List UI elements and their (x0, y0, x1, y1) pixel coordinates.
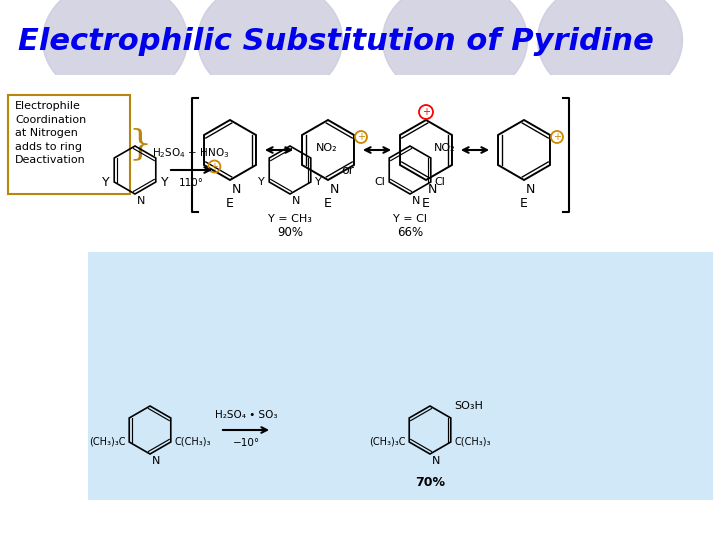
Text: N: N (428, 183, 437, 196)
Ellipse shape (382, 0, 528, 100)
Ellipse shape (538, 0, 683, 100)
Text: C(CH₃)₃: C(CH₃)₃ (175, 437, 211, 447)
FancyBboxPatch shape (8, 95, 130, 194)
Text: E: E (324, 197, 332, 210)
Text: N: N (330, 183, 339, 196)
FancyBboxPatch shape (0, 75, 720, 250)
Text: Y: Y (102, 176, 109, 188)
Text: Y: Y (161, 176, 168, 188)
Text: N: N (152, 456, 161, 466)
Text: 70%: 70% (415, 476, 445, 489)
Text: (CH₃)₃C: (CH₃)₃C (369, 437, 405, 447)
Text: Y: Y (258, 177, 265, 187)
Text: Y = CH₃: Y = CH₃ (268, 214, 312, 224)
Text: 66%: 66% (397, 226, 423, 239)
Text: Y = Cl: Y = Cl (393, 214, 427, 224)
Text: H$_2$SO$_4$ + HNO$_3$: H$_2$SO$_4$ + HNO$_3$ (152, 146, 230, 160)
Ellipse shape (42, 0, 187, 100)
Text: N: N (137, 196, 145, 206)
Text: H₂SO₄ • SO₃: H₂SO₄ • SO₃ (215, 410, 277, 420)
Text: 110°: 110° (179, 178, 204, 188)
Text: Cl: Cl (435, 177, 446, 187)
Text: Y: Y (315, 177, 322, 187)
Text: SO₃H: SO₃H (454, 401, 482, 411)
Text: Electrophilic Substitution of Pyridine: Electrophilic Substitution of Pyridine (18, 28, 654, 57)
Ellipse shape (197, 0, 343, 100)
Text: N: N (432, 456, 441, 466)
Text: N: N (412, 196, 420, 206)
Text: +: + (553, 132, 561, 142)
Text: C(CH₃)₃: C(CH₃)₃ (455, 437, 491, 447)
Text: }: } (128, 127, 151, 161)
Text: +: + (210, 161, 218, 172)
Text: −10°: −10° (233, 438, 260, 448)
Text: +: + (357, 132, 365, 142)
Text: NO₂: NO₂ (316, 143, 338, 153)
FancyBboxPatch shape (88, 252, 713, 500)
Text: E: E (226, 197, 234, 210)
Text: N: N (526, 183, 536, 196)
Text: N: N (292, 196, 300, 206)
Text: or: or (341, 164, 354, 177)
Text: 90%: 90% (277, 226, 303, 239)
Text: NO₂: NO₂ (433, 143, 456, 153)
Text: E: E (520, 197, 528, 210)
Text: N: N (232, 183, 241, 196)
Text: (CH₃)₃C: (CH₃)₃C (89, 437, 125, 447)
Text: +: + (422, 107, 430, 117)
Text: Cl: Cl (374, 177, 385, 187)
Text: Electrophile
Coordination
at Nitrogen
adds to ring
Deactivation: Electrophile Coordination at Nitrogen ad… (15, 101, 86, 165)
Text: E: E (422, 197, 430, 210)
